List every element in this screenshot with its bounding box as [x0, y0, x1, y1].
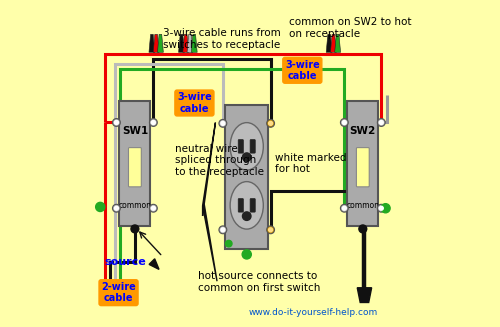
FancyBboxPatch shape	[238, 198, 244, 212]
FancyBboxPatch shape	[238, 140, 244, 153]
Polygon shape	[158, 34, 164, 52]
Circle shape	[221, 228, 225, 232]
FancyBboxPatch shape	[128, 147, 141, 187]
Circle shape	[268, 121, 272, 125]
Text: hot source connects to
common on first switch: hot source connects to common on first s…	[198, 271, 320, 293]
Text: 3-wire
cable: 3-wire cable	[285, 60, 320, 81]
Text: neutral wire
spliced through
to the receptacle: neutral wire spliced through to the rece…	[175, 144, 264, 177]
Text: 3-wire
cable: 3-wire cable	[177, 92, 212, 114]
Polygon shape	[192, 34, 197, 52]
Circle shape	[378, 204, 385, 212]
Polygon shape	[326, 34, 332, 52]
Circle shape	[219, 119, 227, 127]
Text: www.do-it-yourself-help.com: www.do-it-yourself-help.com	[248, 308, 378, 317]
Circle shape	[131, 225, 139, 233]
Circle shape	[266, 226, 274, 234]
Circle shape	[150, 119, 158, 127]
Text: 2-wire
cable: 2-wire cable	[101, 282, 136, 303]
Polygon shape	[204, 204, 217, 281]
Circle shape	[342, 121, 346, 125]
FancyBboxPatch shape	[120, 101, 150, 226]
Circle shape	[96, 202, 105, 212]
FancyBboxPatch shape	[226, 105, 268, 249]
Circle shape	[112, 204, 120, 212]
Circle shape	[152, 121, 156, 125]
Circle shape	[266, 119, 274, 127]
Circle shape	[340, 204, 348, 212]
Polygon shape	[187, 34, 193, 52]
Circle shape	[380, 206, 384, 210]
FancyBboxPatch shape	[356, 147, 369, 187]
Polygon shape	[334, 34, 340, 52]
Circle shape	[152, 206, 156, 210]
FancyBboxPatch shape	[250, 198, 255, 212]
FancyBboxPatch shape	[250, 140, 255, 153]
Text: source: source	[105, 257, 146, 267]
Circle shape	[381, 204, 390, 213]
Polygon shape	[330, 34, 336, 52]
Circle shape	[380, 121, 384, 125]
Text: common: common	[346, 201, 380, 210]
FancyBboxPatch shape	[348, 101, 378, 226]
Text: common: common	[118, 201, 152, 210]
Circle shape	[268, 228, 272, 232]
Circle shape	[114, 121, 118, 125]
Text: 3-wire cable runs from
switches to receptacle: 3-wire cable runs from switches to recep…	[164, 28, 281, 50]
Text: white marked
for hot: white marked for hot	[274, 153, 346, 174]
Circle shape	[340, 119, 348, 127]
Circle shape	[242, 153, 251, 162]
Polygon shape	[149, 259, 159, 269]
Circle shape	[378, 119, 385, 127]
Circle shape	[219, 226, 227, 234]
Circle shape	[112, 119, 120, 127]
Circle shape	[242, 250, 252, 259]
Polygon shape	[358, 288, 372, 302]
Polygon shape	[183, 34, 188, 52]
Circle shape	[150, 204, 158, 212]
Text: common on SW2 to hot
on receptacle: common on SW2 to hot on receptacle	[289, 17, 412, 39]
Circle shape	[221, 121, 225, 125]
Ellipse shape	[230, 181, 264, 229]
Circle shape	[114, 206, 118, 210]
Polygon shape	[178, 34, 184, 52]
Circle shape	[242, 212, 251, 220]
Polygon shape	[149, 34, 155, 52]
Text: SW1: SW1	[122, 126, 148, 136]
Circle shape	[342, 206, 346, 210]
Ellipse shape	[230, 123, 264, 170]
Polygon shape	[153, 34, 159, 52]
Circle shape	[359, 225, 366, 233]
Polygon shape	[202, 123, 215, 216]
Text: SW2: SW2	[350, 126, 376, 136]
Circle shape	[226, 240, 232, 247]
